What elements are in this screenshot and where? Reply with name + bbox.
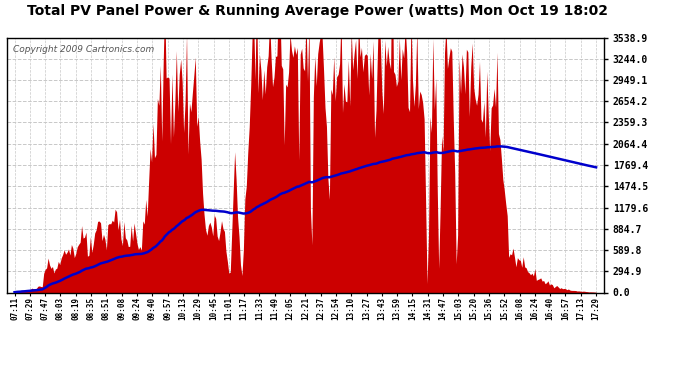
Text: Total PV Panel Power & Running Average Power (watts) Mon Oct 19 18:02: Total PV Panel Power & Running Average P… — [27, 4, 608, 18]
Text: Copyright 2009 Cartronics.com: Copyright 2009 Cartronics.com — [13, 45, 154, 54]
